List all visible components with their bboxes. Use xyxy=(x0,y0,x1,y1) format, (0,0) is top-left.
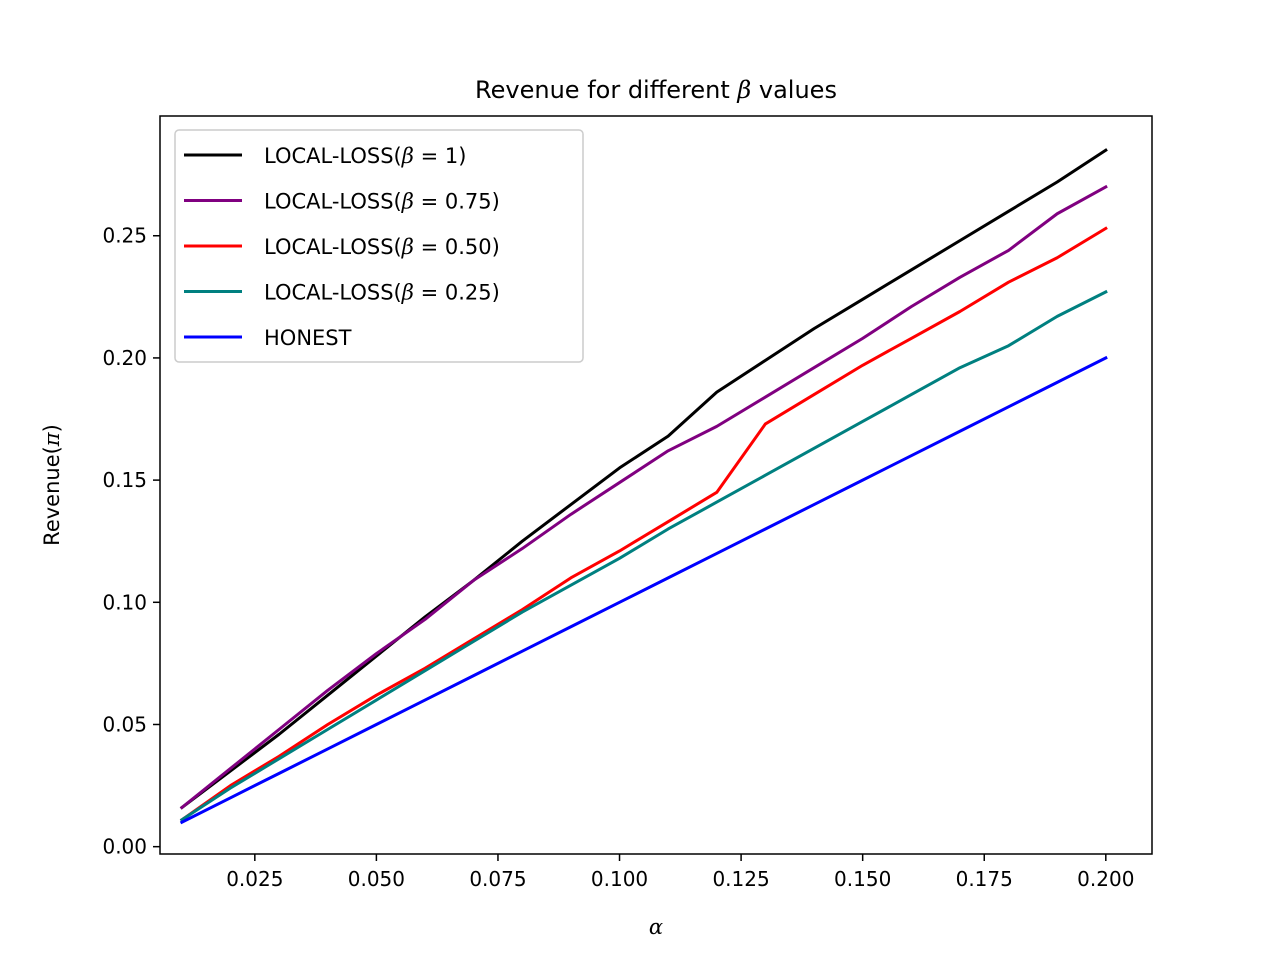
series-line-4 xyxy=(179,355,1108,825)
y-axis-ticks: 0.00 0.05 0.10 0.15 0.20 0.25 xyxy=(102,224,160,859)
plot-frame xyxy=(159,115,1153,855)
legend-box xyxy=(174,129,584,363)
legend-label-3: LOCAL-LOSS(β = 0.25) xyxy=(264,281,500,305)
y-tick-label: 0.15 xyxy=(102,468,147,492)
x-tick-label: 0.175 xyxy=(956,867,1013,891)
legend-label-4: HONEST xyxy=(264,326,352,350)
y-tick-label: 0.10 xyxy=(102,590,147,614)
y-axis-label: Revenue(π) xyxy=(40,424,64,546)
legend-label-2: LOCAL-LOSS(β = 0.50) xyxy=(264,235,500,259)
x-tick-label: 0.125 xyxy=(712,867,769,891)
x-axis-label: α xyxy=(649,915,663,939)
series-line-0 xyxy=(179,148,1108,810)
x-tick-label: 0.025 xyxy=(226,867,283,891)
legend-label-1: LOCAL-LOSS(β = 0.75) xyxy=(264,190,500,214)
x-tick-label: 0.075 xyxy=(469,867,526,891)
y-tick-label: 0.25 xyxy=(102,224,147,248)
x-axis-ticks: 0.025 0.050 0.075 0.100 0.125 0.150 0.175 0.200 xyxy=(226,854,1134,891)
y-tick-label: 0.20 xyxy=(102,346,147,370)
series-line-2 xyxy=(179,226,1108,822)
y-tick-label: 0.05 xyxy=(102,712,147,736)
legend-label-0: LOCAL-LOSS(β = 1) xyxy=(264,144,466,168)
series-line-1 xyxy=(179,184,1108,810)
legend: LOCAL-LOSS(β = 1) LOCAL-LOSS(β = 0.75) LOC… xyxy=(174,129,584,363)
series-line-3 xyxy=(179,289,1108,822)
plot-area xyxy=(159,115,1153,855)
x-tick-label: 0.150 xyxy=(834,867,891,891)
x-tick-label: 0.050 xyxy=(348,867,405,891)
x-tick-label: 0.200 xyxy=(1077,867,1134,891)
y-tick-label: 0.00 xyxy=(102,835,147,859)
series-lines xyxy=(179,148,1108,825)
x-tick-label: 0.100 xyxy=(591,867,648,891)
chart-title: Revenue for different β values xyxy=(475,76,837,104)
